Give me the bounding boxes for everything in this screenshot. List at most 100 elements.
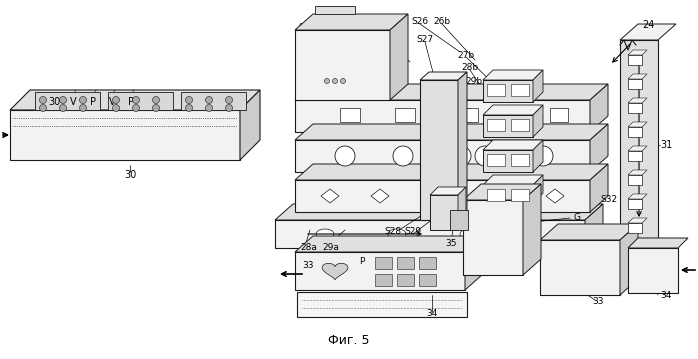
Text: V: V	[109, 97, 115, 107]
Bar	[511, 154, 529, 166]
Text: G: G	[574, 214, 581, 223]
Polygon shape	[483, 70, 543, 80]
Polygon shape	[628, 98, 647, 103]
Polygon shape	[483, 115, 533, 137]
Text: 34: 34	[426, 309, 438, 318]
Polygon shape	[533, 105, 543, 137]
Polygon shape	[523, 184, 541, 275]
Polygon shape	[471, 189, 489, 203]
Text: S27: S27	[417, 36, 433, 45]
Bar	[628, 151, 642, 161]
Circle shape	[152, 97, 160, 103]
Polygon shape	[321, 189, 339, 203]
Polygon shape	[420, 80, 458, 220]
Polygon shape	[295, 84, 608, 100]
Text: S32: S32	[600, 196, 617, 205]
Polygon shape	[483, 105, 543, 115]
Text: 31: 31	[660, 140, 672, 150]
Polygon shape	[371, 189, 389, 203]
Polygon shape	[483, 80, 533, 102]
Polygon shape	[628, 170, 647, 175]
Bar	[419, 257, 436, 269]
Bar	[297, 292, 467, 317]
Polygon shape	[496, 189, 514, 203]
Polygon shape	[295, 124, 608, 140]
Text: 24: 24	[642, 20, 654, 30]
Circle shape	[533, 146, 553, 166]
Circle shape	[205, 97, 212, 103]
Bar	[375, 274, 392, 286]
Polygon shape	[628, 238, 688, 248]
Bar	[511, 189, 529, 201]
Circle shape	[112, 97, 119, 103]
Circle shape	[205, 104, 212, 112]
Polygon shape	[430, 195, 458, 230]
Polygon shape	[421, 189, 439, 203]
Text: E: E	[325, 23, 331, 33]
Polygon shape	[458, 72, 467, 220]
Text: 28b: 28b	[461, 64, 479, 73]
Text: S28: S28	[385, 228, 401, 237]
Bar	[511, 119, 529, 131]
Polygon shape	[240, 90, 260, 160]
Polygon shape	[450, 210, 468, 230]
Polygon shape	[590, 84, 608, 132]
Circle shape	[186, 104, 193, 112]
Polygon shape	[483, 140, 543, 150]
Text: 30: 30	[48, 97, 60, 107]
Text: 26b: 26b	[433, 18, 451, 27]
Text: 27a: 27a	[364, 23, 381, 33]
Circle shape	[59, 97, 66, 103]
Text: P: P	[128, 97, 134, 107]
Circle shape	[152, 104, 160, 112]
Polygon shape	[620, 224, 638, 295]
Polygon shape	[585, 204, 603, 248]
Bar	[450, 108, 470, 122]
Bar	[340, 108, 360, 122]
Bar	[628, 79, 642, 89]
Polygon shape	[295, 14, 408, 30]
Text: 28a: 28a	[300, 243, 317, 252]
Bar	[487, 119, 505, 131]
Polygon shape	[295, 252, 465, 290]
Text: S25: S25	[299, 23, 315, 33]
Circle shape	[325, 79, 329, 84]
Polygon shape	[620, 24, 676, 40]
Text: 26a: 26a	[343, 23, 360, 33]
Bar	[511, 84, 529, 96]
Text: 35: 35	[445, 238, 456, 247]
Ellipse shape	[316, 229, 334, 239]
Text: V: V	[70, 97, 76, 107]
Bar	[397, 274, 414, 286]
Polygon shape	[546, 189, 564, 203]
Polygon shape	[533, 140, 543, 172]
Circle shape	[393, 146, 413, 166]
Polygon shape	[628, 218, 647, 223]
Polygon shape	[295, 140, 590, 172]
Circle shape	[186, 97, 193, 103]
Circle shape	[59, 104, 66, 112]
Polygon shape	[108, 92, 173, 110]
Text: 30: 30	[124, 170, 136, 180]
Circle shape	[40, 97, 47, 103]
Polygon shape	[590, 164, 608, 212]
Polygon shape	[628, 122, 647, 127]
Bar	[487, 189, 505, 201]
Polygon shape	[533, 70, 543, 102]
Bar	[375, 257, 392, 269]
Bar	[397, 257, 414, 269]
Polygon shape	[465, 236, 483, 290]
Polygon shape	[275, 220, 585, 248]
Polygon shape	[463, 184, 541, 200]
Circle shape	[341, 79, 346, 84]
Text: 34: 34	[660, 290, 671, 299]
Polygon shape	[463, 200, 523, 275]
Polygon shape	[533, 175, 543, 203]
Circle shape	[133, 97, 140, 103]
Polygon shape	[590, 124, 608, 172]
Bar	[487, 84, 505, 96]
Polygon shape	[483, 185, 533, 203]
Polygon shape	[430, 187, 466, 195]
Circle shape	[112, 104, 119, 112]
Bar	[628, 223, 642, 233]
